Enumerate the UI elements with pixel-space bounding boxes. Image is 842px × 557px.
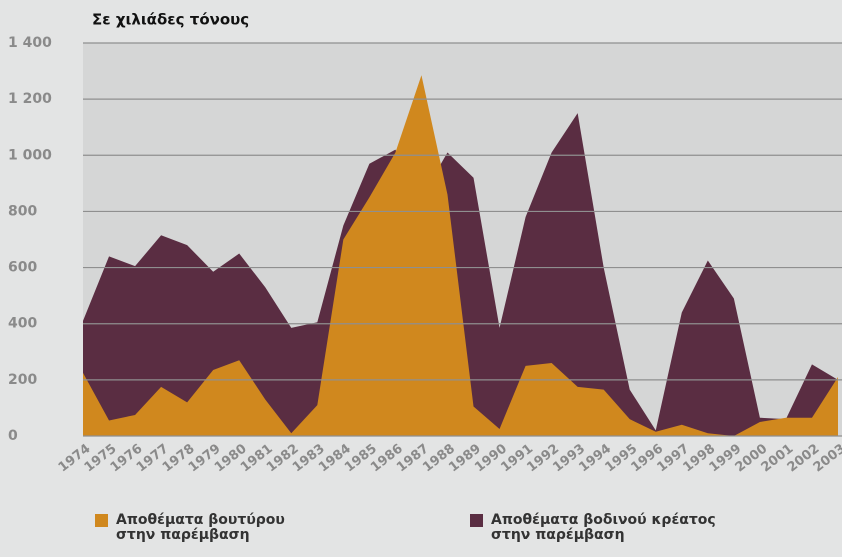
y-tick-label: 1 000 <box>8 147 52 163</box>
y-tick-label: 200 <box>8 372 37 388</box>
y-tick-label: 1 400 <box>8 35 52 51</box>
legend-swatch <box>95 514 108 527</box>
y-tick-label: 400 <box>8 316 37 332</box>
y-tick-label: 1 200 <box>8 91 52 107</box>
y-tick-label: 800 <box>8 203 37 219</box>
y-tick-label: 0 <box>8 428 18 444</box>
chart-title: Σε χιλιάδες τόνους <box>92 11 249 29</box>
y-tick-label: 600 <box>8 260 37 276</box>
chart: Σε χιλιάδες τόνους 0 200 400 600 800 1 000 1 2… <box>8 11 842 475</box>
area <box>83 75 838 437</box>
legend-item: Αποθέματα βουτύρου στην παρέμβαση <box>95 513 296 543</box>
legend-label: Αποθέματα βουτύρου στην παρέμβαση <box>116 512 285 543</box>
area <box>83 113 838 436</box>
legend-label: Αποθέματα βοδινού κρέατος στην παρέμβαση <box>491 512 716 543</box>
legend-swatch <box>470 514 483 527</box>
legend-item: Αποθέματα βοδινού κρέατος στην παρέμβαση <box>470 513 721 543</box>
